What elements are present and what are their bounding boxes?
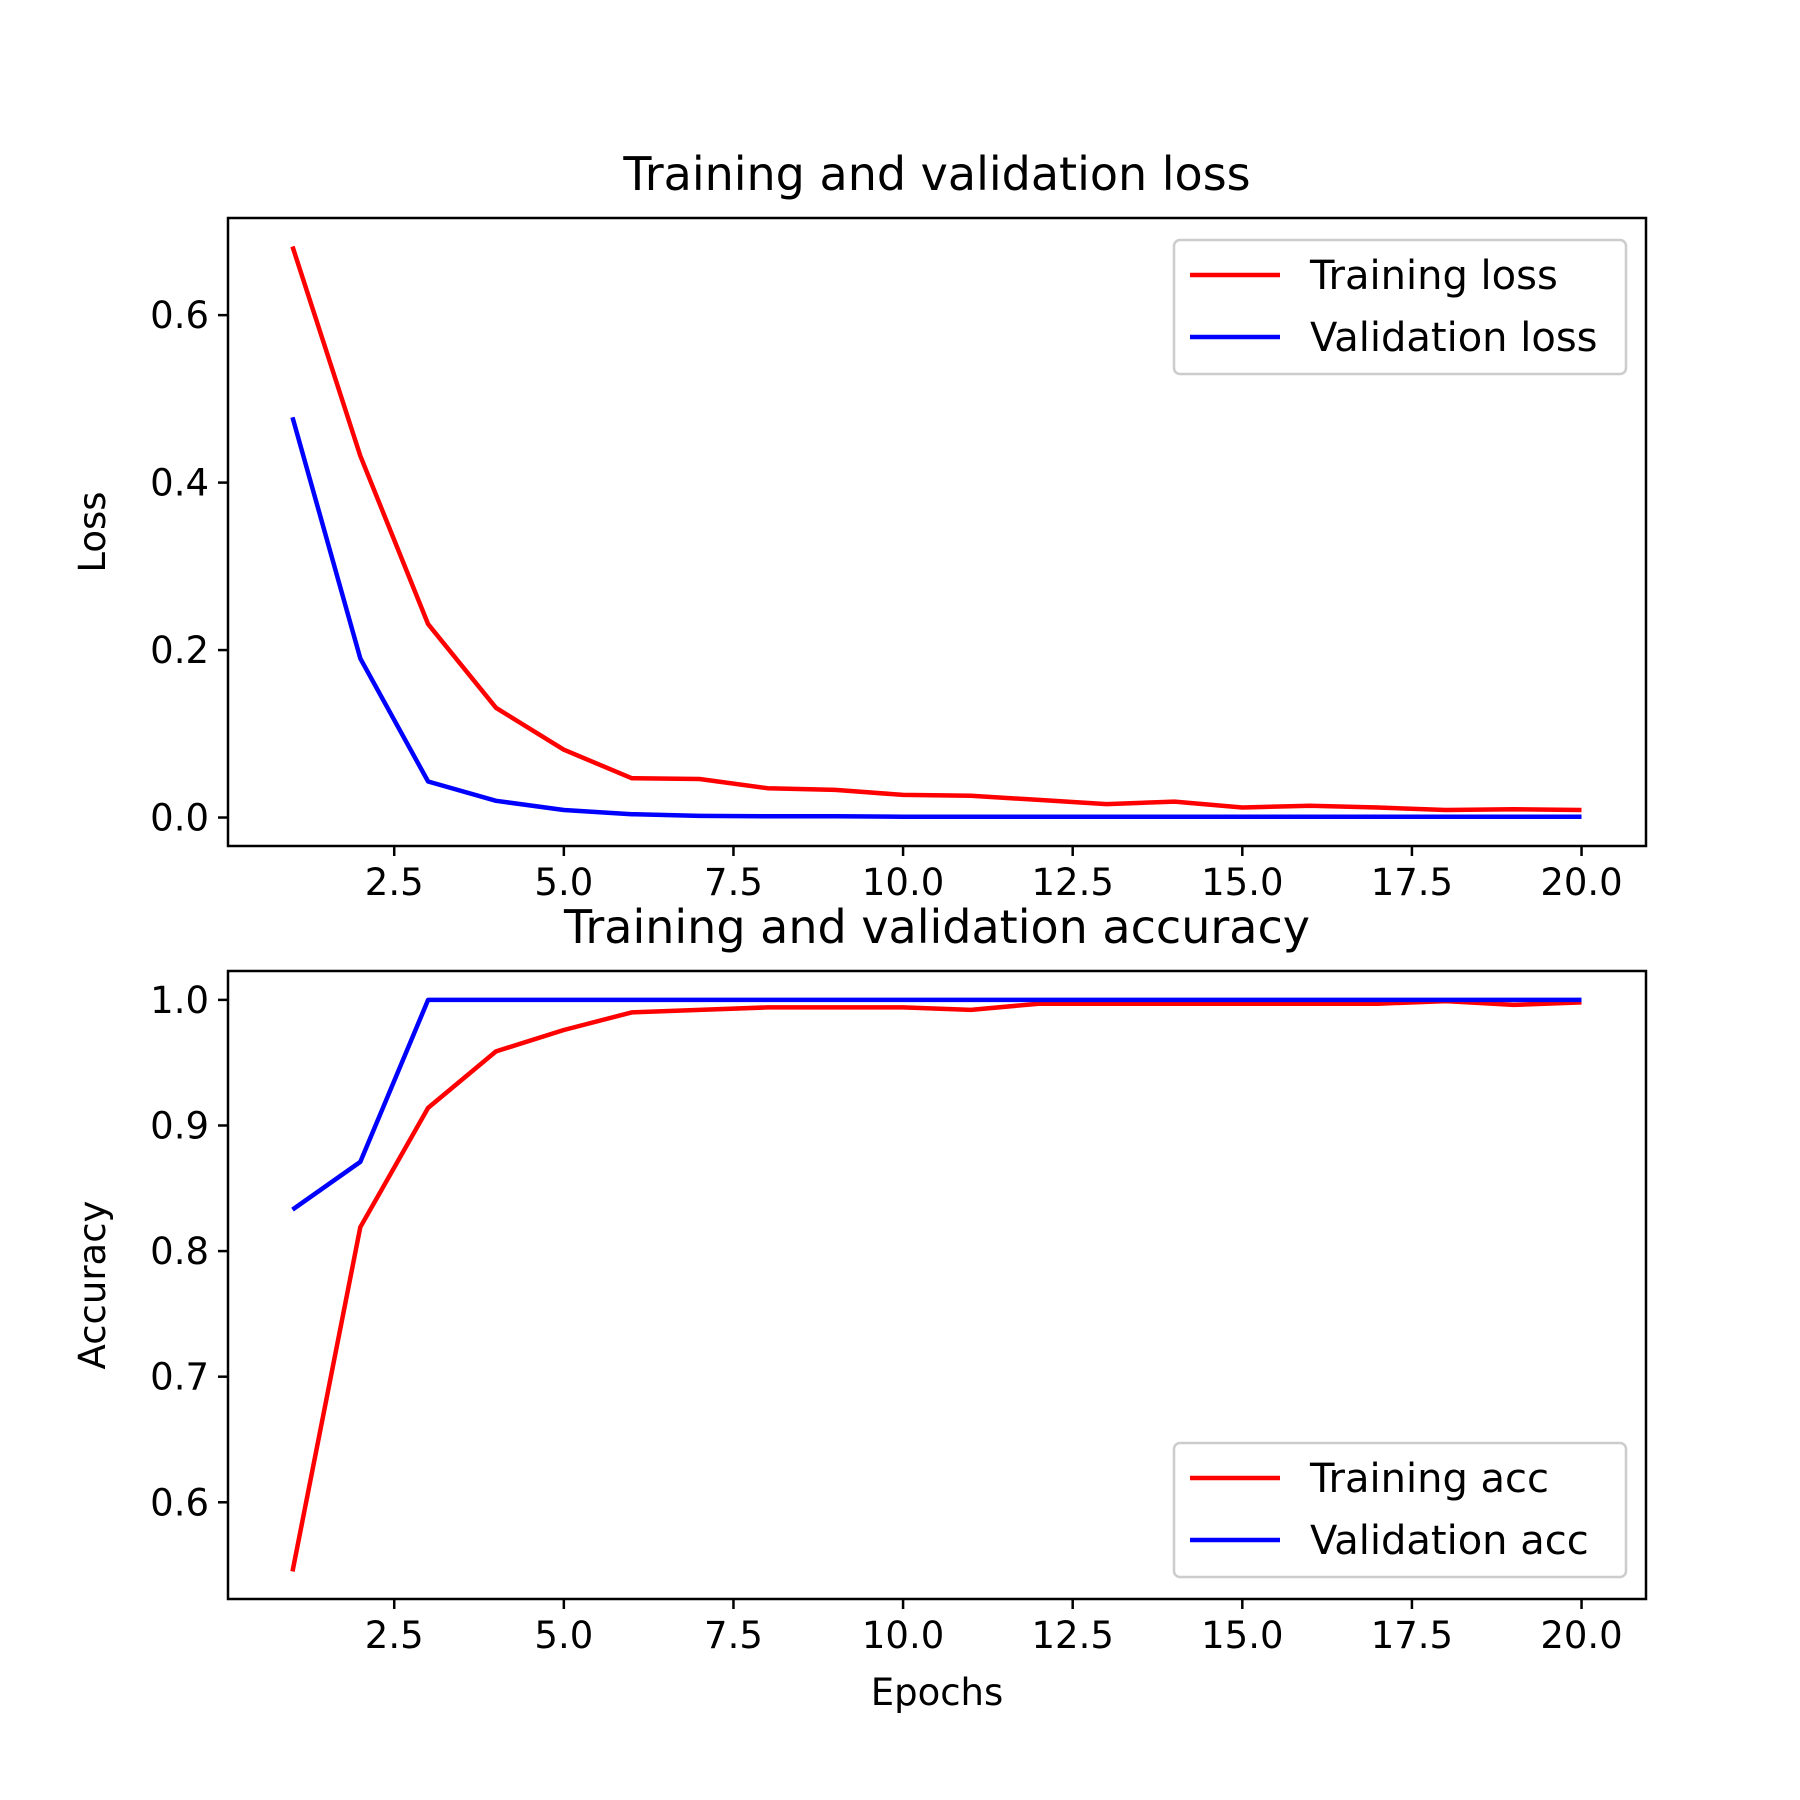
- loss-chart: Training and validation loss 2.5 5.0 7.5 10.…: [71, 147, 1648, 904]
- x-tick-label: 12.5: [1031, 861, 1113, 904]
- series-line-1: [291, 997, 1582, 1212]
- x-tick-label: 2.5: [365, 1614, 424, 1657]
- x-tick-label: 12.5: [1031, 1614, 1113, 1657]
- legend-label: Validation acc: [1310, 1518, 1589, 1564]
- x-axis-label: Epochs: [871, 1671, 1004, 1714]
- x-tick-label: 5.0: [534, 1614, 593, 1657]
- x-tick-label: 10.0: [862, 861, 944, 904]
- x-tick-label: 2.5: [365, 861, 424, 904]
- x-tick-label: 15.0: [1201, 861, 1283, 904]
- series-line-0: [290, 245, 1582, 813]
- y-tick-label: 0.2: [150, 629, 209, 672]
- legend-label: Validation loss: [1310, 315, 1598, 361]
- y-tick-label: 0.4: [150, 462, 209, 505]
- x-tick-label: 5.0: [534, 861, 593, 904]
- y-tick-label: 0.7: [150, 1356, 209, 1399]
- chart-title: Training and validation loss: [622, 147, 1250, 201]
- legend-label: Training acc: [1309, 1456, 1549, 1502]
- y-tick-label: 0.9: [150, 1104, 209, 1147]
- series-line-1: [290, 416, 1582, 819]
- x-tick-label: 20.0: [1540, 1614, 1622, 1657]
- x-tick-label: 17.5: [1371, 1614, 1453, 1657]
- y-axis-label: Accuracy: [71, 1201, 114, 1370]
- y-tick-label: 0.8: [150, 1230, 209, 1273]
- legend-box: [1172, 1441, 1628, 1579]
- accuracy-chart: Training and validation accuracy 2.5 5.0 7.…: [71, 900, 1648, 1714]
- y-axis-label: Loss: [71, 491, 114, 572]
- plot-frame: [226, 216, 1648, 848]
- y-tick-label: 0.6: [150, 1481, 209, 1524]
- x-tick-label: 7.5: [704, 861, 763, 904]
- y-tick-label: 0.6: [150, 294, 209, 337]
- series-line-0: [290, 998, 1582, 1572]
- y-tick-label: 1.0: [150, 979, 209, 1022]
- x-tick-label: 17.5: [1371, 861, 1453, 904]
- y-tick-label: 0.0: [150, 797, 209, 840]
- x-tick-label: 15.0: [1201, 1614, 1283, 1657]
- plot-frame: [226, 969, 1648, 1601]
- chart-title: Training and validation accuracy: [563, 900, 1310, 954]
- legend-label: Training loss: [1309, 253, 1558, 299]
- x-tick-label: 10.0: [862, 1614, 944, 1657]
- legend-box: [1172, 238, 1628, 376]
- x-tick-label: 20.0: [1540, 861, 1622, 904]
- x-tick-label: 7.5: [704, 1614, 763, 1657]
